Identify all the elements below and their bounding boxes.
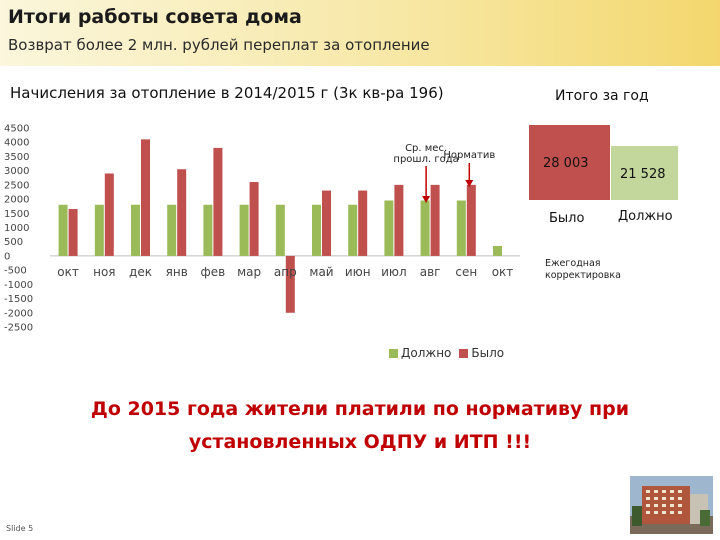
bar-was-6 bbox=[285, 255, 295, 313]
totals-title: Итого за год bbox=[555, 88, 649, 104]
bar-should-4 bbox=[203, 204, 213, 256]
slide-subtitle: Возврат более 2 млн. рублей переплат за … bbox=[8, 36, 430, 54]
y-tick-label: 500 bbox=[4, 237, 23, 248]
x-tick-label: май bbox=[309, 265, 333, 279]
main-statement-line2: установленных ОДПУ и ИТП !!! bbox=[188, 431, 532, 453]
y-tick-label: -1500 bbox=[4, 294, 33, 305]
bar-should-11 bbox=[456, 200, 466, 256]
bar-was-10 bbox=[430, 184, 440, 256]
bar-chart: -2500 -2000 -1500 -1000 -500 0 500 1000 1500 2000… bbox=[4, 124, 520, 334]
annotation-arrowhead bbox=[422, 196, 431, 203]
x-tick-label: апр bbox=[274, 265, 297, 279]
bar-was-5 bbox=[249, 182, 259, 256]
bar-was-4 bbox=[213, 147, 223, 256]
bar-should-12 bbox=[493, 245, 502, 256]
y-tick-label: 1500 bbox=[4, 209, 29, 220]
bar-should-3 bbox=[167, 204, 177, 256]
total-was-value: 28 003 bbox=[543, 156, 589, 171]
building-photo bbox=[630, 476, 713, 534]
bar-was-1 bbox=[104, 173, 114, 256]
total-should-box bbox=[611, 146, 678, 200]
bar-should-9 bbox=[384, 200, 394, 256]
y-tick-label: 4500 bbox=[4, 124, 29, 135]
y-tick-label: 3000 bbox=[4, 166, 29, 177]
y-tick-label: -2000 bbox=[4, 308, 33, 319]
bar-should-6 bbox=[275, 204, 285, 256]
chart-title: Начисления за отопление в 2014/2015 г (3… bbox=[10, 84, 444, 102]
main-statement-line1: До 2015 года жители платили по нормативу… bbox=[90, 398, 630, 420]
x-tick-label: янв bbox=[166, 265, 188, 279]
bar-should-10 bbox=[420, 200, 430, 256]
y-tick-label: -2500 bbox=[4, 323, 33, 334]
x-tick-label: ноя bbox=[93, 265, 115, 279]
legend-item-should: Должно bbox=[389, 346, 451, 360]
x-tick-label: авг bbox=[420, 265, 441, 279]
bar-should-8 bbox=[348, 204, 358, 256]
y-tick-label: 0 bbox=[4, 251, 10, 262]
y-tick-label: 2500 bbox=[4, 180, 29, 191]
legend-item-was: Было bbox=[459, 346, 504, 360]
total-was-label: Было bbox=[549, 211, 585, 226]
y-tick-label: -500 bbox=[4, 266, 27, 277]
x-tick-label: мар bbox=[237, 265, 261, 279]
y-tick-label: -1000 bbox=[4, 280, 33, 291]
bar-should-2 bbox=[131, 204, 140, 256]
x-tick-label: сен bbox=[455, 265, 477, 279]
bar-was-0 bbox=[68, 209, 78, 256]
y-tick-label: 2000 bbox=[4, 195, 29, 206]
bar-was-9 bbox=[394, 184, 404, 256]
adjustment-note: Ежегодная корректировка bbox=[545, 258, 621, 281]
bar-should-5 bbox=[239, 204, 249, 256]
chart-legend: Должно Было bbox=[389, 346, 512, 360]
total-was-box bbox=[529, 125, 610, 200]
main-statement: До 2015 года жители платили по нормативу… bbox=[0, 393, 720, 459]
legend-swatch-should bbox=[389, 348, 398, 358]
legend-label-was: Было bbox=[471, 346, 505, 360]
bar-was-2 bbox=[141, 139, 150, 256]
slide-number: Slide 5 bbox=[6, 524, 34, 533]
x-tick-label: июн bbox=[345, 265, 371, 279]
annotation-arrowhead bbox=[465, 180, 474, 187]
y-tick-label: 4000 bbox=[4, 138, 29, 149]
bar-was-3 bbox=[177, 169, 187, 256]
bar-should-7 bbox=[312, 204, 321, 256]
y-tick-label: 1000 bbox=[4, 223, 29, 234]
header-banner: Итоги работы совета дома Возврат более 2… bbox=[0, 0, 720, 66]
x-tick-label: фев bbox=[201, 265, 226, 279]
legend-swatch-was bbox=[459, 348, 469, 358]
x-tick-label: окт bbox=[492, 265, 514, 279]
bar-was-11 bbox=[466, 184, 476, 256]
total-should-value: 21 528 bbox=[620, 167, 666, 182]
slide-title: Итоги работы совета дома bbox=[8, 6, 302, 28]
y-tick-label: 3500 bbox=[4, 152, 29, 163]
bar-was-7 bbox=[322, 190, 331, 256]
x-tick-label: июл bbox=[381, 265, 407, 279]
annotation-label: Ср. мес. прошл. года bbox=[393, 143, 458, 165]
x-tick-label: окт bbox=[57, 265, 79, 279]
legend-label-should: Должно bbox=[401, 346, 452, 360]
bar-was-8 bbox=[358, 190, 368, 256]
total-should-label: Должно bbox=[618, 209, 673, 224]
bar-should-1 bbox=[94, 204, 104, 256]
x-tick-label: дек bbox=[129, 265, 152, 279]
bar-should-0 bbox=[58, 204, 68, 256]
annotation-label: Норматив bbox=[443, 150, 495, 161]
